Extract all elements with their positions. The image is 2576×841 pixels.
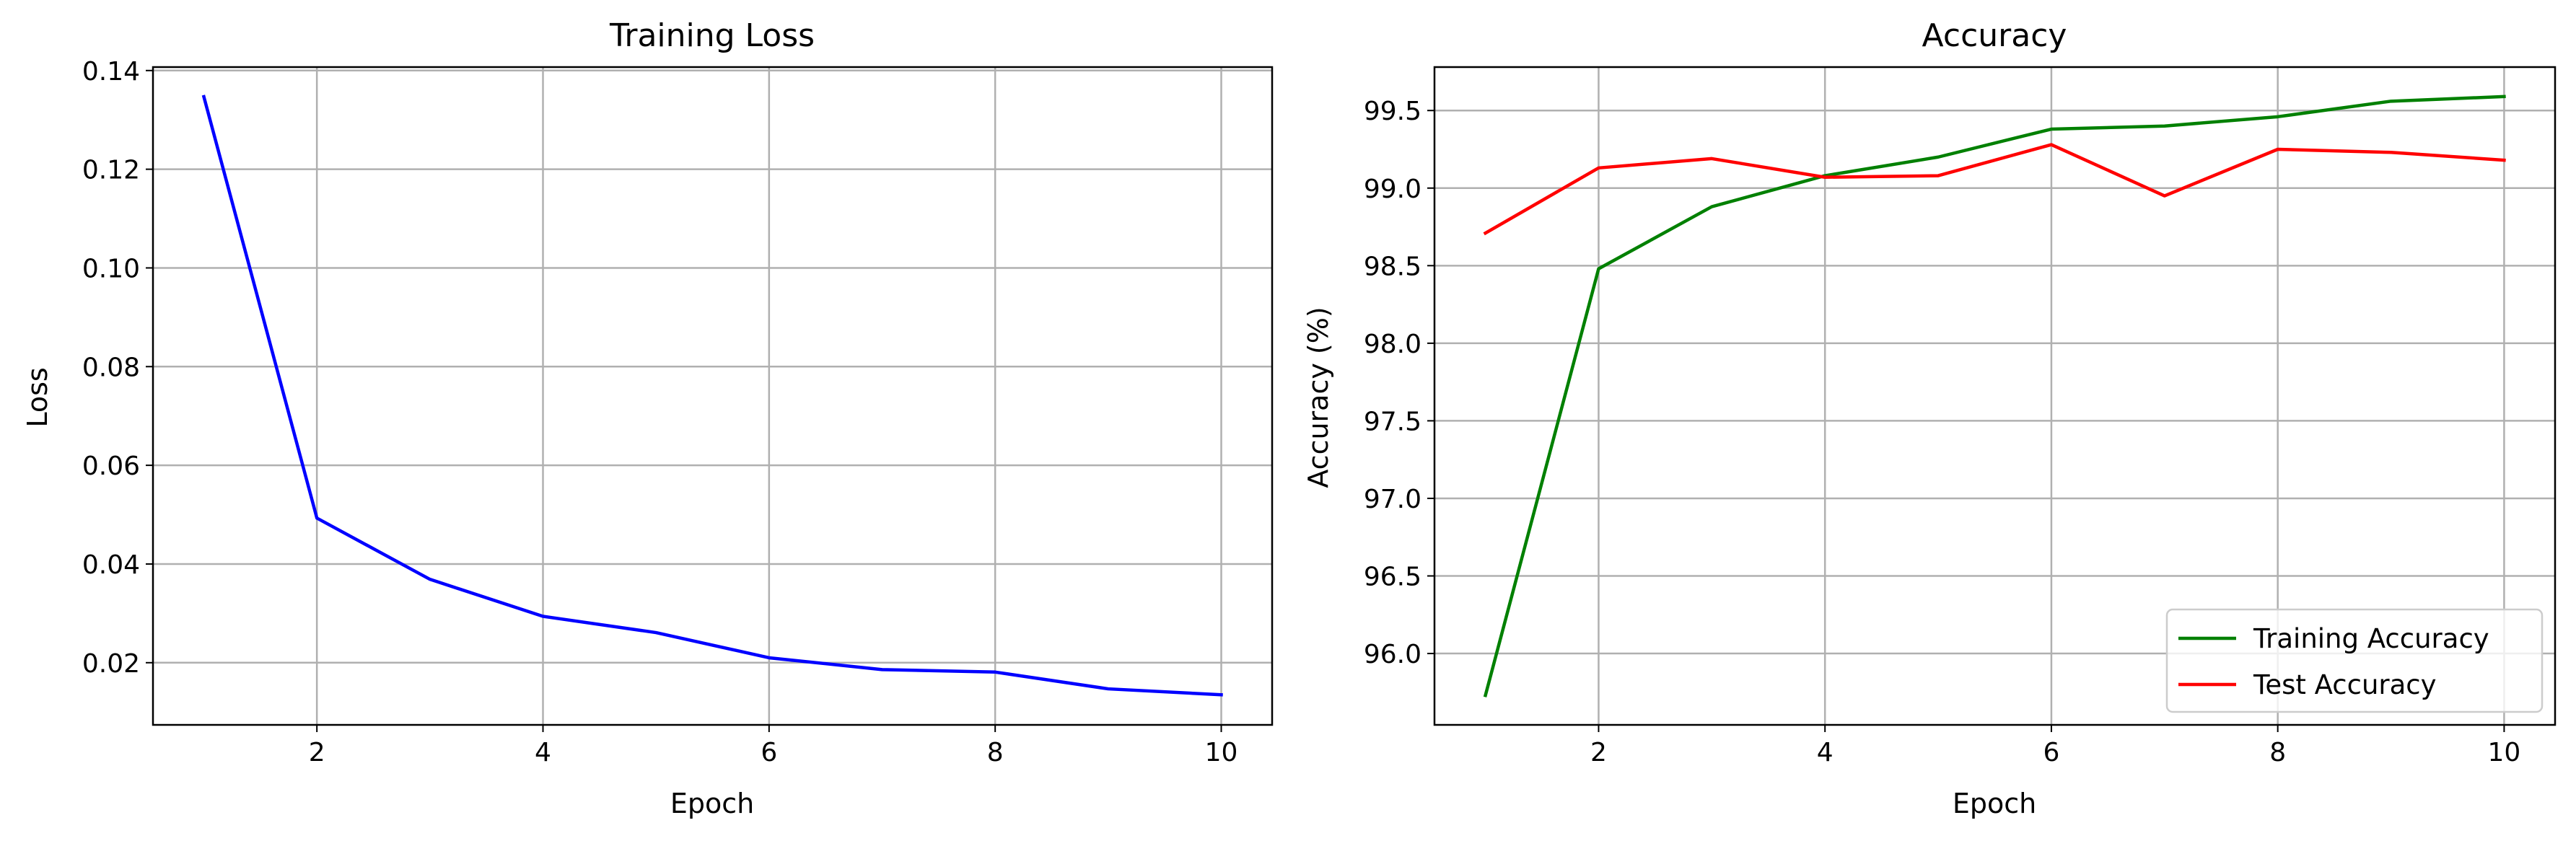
y-tick-label: 0.02 [82, 649, 140, 679]
y-axis-label: Accuracy (%) [1302, 307, 1334, 488]
legend-label: Test Accuracy [2253, 669, 2437, 700]
x-tick-label: 6 [761, 738, 777, 767]
legend-label: Training Accuracy [2253, 623, 2489, 654]
loss-line [201, 94, 1223, 697]
y-tick-label: 0.14 [82, 57, 140, 87]
x-tick-label: 4 [1817, 738, 1834, 767]
y-tick-label: 0.06 [82, 452, 140, 481]
plot-frame [152, 66, 1274, 726]
test-accuracy-line [1483, 143, 2506, 236]
y-tick-label: 99.0 [1364, 175, 1421, 204]
x-tick-label: 10 [1205, 738, 1238, 767]
x-tick-label: 2 [1590, 738, 1607, 767]
x-tick-label: 2 [309, 738, 325, 767]
y-tick-label: 0.12 [82, 156, 140, 185]
legend: Training Accuracy Test Accuracy [2165, 608, 2544, 713]
training-accuracy-line [1483, 94, 2506, 697]
x-axis-label: Epoch [1953, 788, 2036, 819]
x-tick-label: 4 [535, 738, 551, 767]
x-tick-label: 6 [2043, 738, 2059, 767]
y-tick-label: 98.5 [1364, 252, 1421, 281]
training-loss-chart: Training Loss Epoch Loss 2 4 6 8 10 0.02 0.04 0… [22, 17, 1274, 819]
x-tick-label: 8 [2269, 738, 2286, 767]
y-tick-label: 0.04 [82, 550, 140, 580]
accuracy-chart: Accuracy Epoch Accuracy (%) 2 4 6 8 10 96.0 96… [1302, 17, 2557, 819]
y-tick-label: 0.10 [82, 254, 140, 283]
y-tick-label: 98.0 [1364, 330, 1421, 359]
plot-frame [1433, 66, 2557, 726]
y-tick-label: 0.08 [82, 353, 140, 382]
chart-title: Accuracy [1922, 17, 2067, 54]
chart-title: Training Loss [609, 17, 815, 54]
y-tick-label: 96.5 [1364, 563, 1421, 592]
x-tick-label: 8 [987, 738, 1004, 767]
y-tick-label: 97.0 [1364, 485, 1421, 514]
x-tick-label: 10 [2488, 738, 2521, 767]
y-tick-label: 96.0 [1364, 640, 1421, 669]
legend-box [2165, 608, 2544, 713]
y-tick-label: 99.5 [1364, 97, 1421, 126]
y-tick-label: 97.5 [1364, 407, 1421, 436]
x-axis-label: Epoch [670, 788, 754, 819]
y-axis-label: Loss [22, 367, 53, 427]
